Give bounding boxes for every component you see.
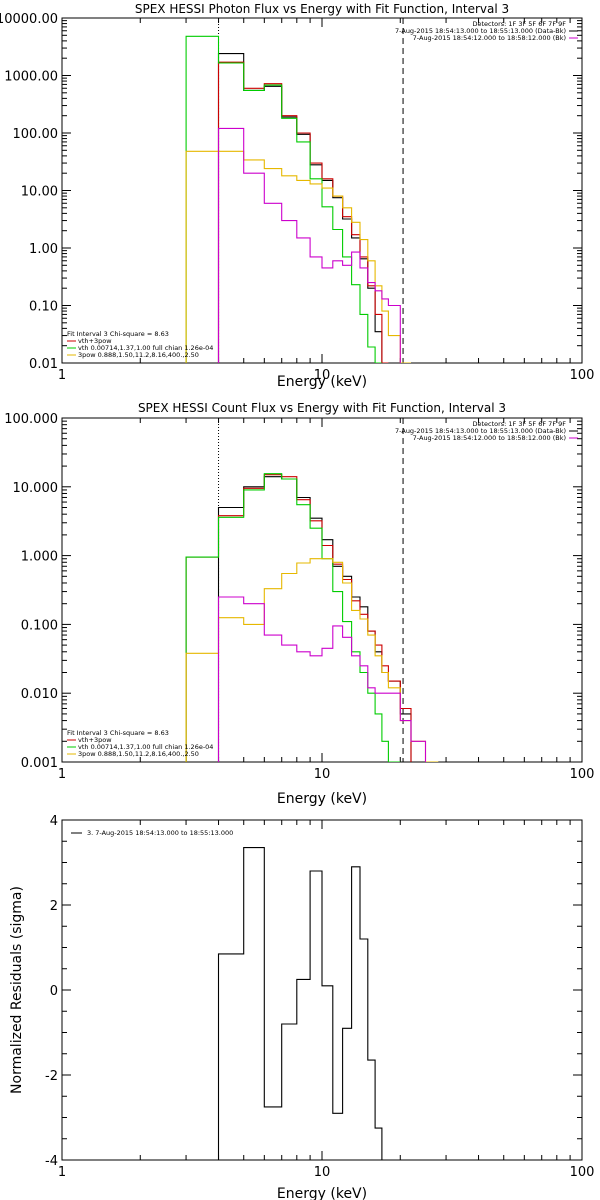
series-bk — [217, 596, 427, 762]
x-tick-label: 10 — [314, 368, 331, 383]
y-axis-label: Normalized Residuals (sigma) — [9, 886, 25, 1094]
y-tick-label: 2 — [50, 899, 58, 914]
legend-entry: vth+3pow — [78, 337, 112, 345]
x-tick-label: 100 — [570, 767, 595, 782]
x-axis-label: Energy (keV) — [277, 791, 367, 807]
y-tick-label: -4 — [45, 1154, 58, 1169]
y-tick-label: 0.10 — [29, 300, 58, 315]
legend-entry: 3pow 0.888,1.50,11.2,8.16,400.,2.50 — [78, 750, 199, 758]
header-line: 7-Aug-2015 18:54:13.000 to 18:55:13.000 … — [395, 427, 566, 435]
y-tick-label: 10.000 — [13, 481, 59, 496]
x-axis-label: Energy (keV) — [277, 1186, 367, 1200]
series-data-bk — [217, 53, 389, 363]
y-tick-label: -2 — [45, 1069, 58, 1084]
x-tick-label: 10 — [314, 767, 331, 782]
series-bk — [217, 127, 401, 363]
legend-entry: Fit Interval 3 Chi-square = 8.63 — [67, 729, 169, 737]
legend-entry: Fit Interval 3 Chi-square = 8.63 — [67, 330, 169, 338]
y-tick-label: 10.00 — [21, 185, 58, 200]
series-vth-3pow — [217, 61, 389, 363]
x-tick-label: 1 — [58, 368, 66, 383]
chart-panel-2: 1 10 100 0.001 0.010 0.100 1.000 10.000 100.000 S… — [4, 401, 594, 807]
x-tick-label: 1 — [58, 767, 66, 782]
legend-entry: vth+3pow — [78, 736, 112, 744]
series-residuals — [217, 847, 401, 1160]
legend-entry: 3. 7-Aug-2015 18:54:13.000 to 18:55:13.0… — [87, 829, 233, 837]
header-line: Detectors: 1F 3F 5F 6F 7F 9F — [472, 420, 566, 428]
y-tick-label: 10000.00 — [0, 12, 58, 27]
y-tick-label: 0.010 — [21, 687, 58, 702]
y-tick-label: 0 — [50, 984, 58, 999]
chart-panel-3: 1 10 100 -4 -2 0 2 4 Energy (keV) Normalized Resi… — [9, 814, 594, 1200]
header-line: Detectors: 1F 3F 5F 6F 7F 9F — [472, 20, 566, 28]
plot-area — [185, 18, 411, 363]
chart-title: SPEX HESSI Photon Flux vs Energy with Fi… — [135, 2, 509, 16]
legend-entry: vth 0.00714,1.37,1.00 full chian 1.26e-0… — [78, 743, 213, 751]
x-tick-label: 100 — [570, 368, 595, 383]
series-3pow — [185, 558, 439, 762]
plot-frame — [61, 417, 583, 763]
x-tick-label: 100 — [570, 1165, 595, 1180]
x-axis-label: Energy (keV) — [277, 374, 367, 390]
series-vth-3pow — [185, 474, 412, 762]
plot-area — [217, 847, 401, 1160]
series-vth — [185, 35, 382, 363]
y-tick-label: 1.00 — [29, 242, 58, 257]
y-tick-label: 100.00 — [13, 127, 59, 142]
y-tick-label: 1.000 — [21, 550, 58, 565]
y-tick-label: 100.000 — [4, 412, 58, 427]
header-line: 7-Aug-2015 18:54:12.000 to 18:58:12.000 … — [413, 434, 566, 442]
plot-area — [185, 418, 439, 762]
y-tick-label: 1000.00 — [4, 70, 58, 85]
x-tick-label: 1 — [58, 1165, 66, 1180]
header-line: 7-Aug-2015 18:54:13.000 to 18:55:13.000 … — [395, 27, 566, 35]
legend-entry: 3pow 0.888,1.50,11.2,8.16,400.,2.50 — [78, 351, 199, 359]
y-tick-label: 0.001 — [21, 756, 58, 771]
y-tick-label: 0.100 — [21, 618, 58, 633]
chart-panel-1: 1 10 100 0.01 0.10 1.00 10.00 100.00 1000.00 1000… — [0, 2, 594, 390]
x-tick-label: 10 — [314, 1165, 331, 1180]
y-tick-label: 0.01 — [29, 357, 58, 372]
header-line: 7-Aug-2015 18:54:12.000 to 18:58:12.000 … — [413, 34, 566, 42]
y-tick-label: 4 — [50, 814, 58, 829]
legend-entry: vth 0.00714,1.37,1.00 full chian 1.26e-0… — [78, 344, 213, 352]
chart-title: SPEX HESSI Count Flux vs Energy with Fit… — [138, 401, 506, 415]
